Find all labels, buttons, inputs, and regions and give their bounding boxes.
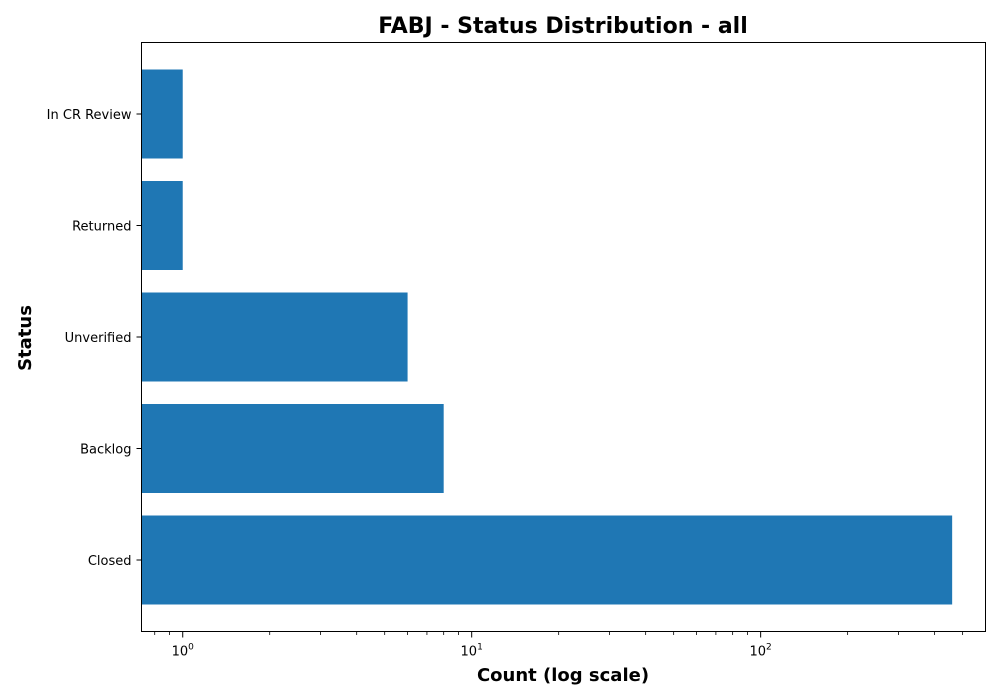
y-axis-label: Status bbox=[15, 305, 36, 371]
bar-closed bbox=[141, 515, 953, 605]
x-tick-label: 100 bbox=[172, 643, 195, 660]
y-tick-label: Unverified bbox=[65, 331, 132, 346]
x-tick-label: 101 bbox=[461, 643, 483, 660]
ticks-layer: Closed Backlog Unverified Returned In CR Rev… bbox=[47, 108, 964, 660]
bar-backlog bbox=[141, 404, 444, 493]
bar-returned bbox=[141, 181, 183, 270]
bar-unverified bbox=[141, 292, 408, 382]
y-tick-label: Backlog bbox=[80, 443, 131, 458]
bars-layer bbox=[141, 69, 953, 605]
y-tick-label: In CR Review bbox=[47, 108, 132, 123]
x-tick-label: 102 bbox=[750, 643, 772, 660]
y-tick-label: Returned bbox=[72, 220, 131, 235]
chart-title: FABJ - Status Distribution - all bbox=[378, 14, 748, 39]
y-tick-label: Closed bbox=[88, 554, 132, 569]
bar-in-cr-review bbox=[141, 69, 183, 159]
x-axis-label: Count (log scale) bbox=[477, 665, 649, 686]
